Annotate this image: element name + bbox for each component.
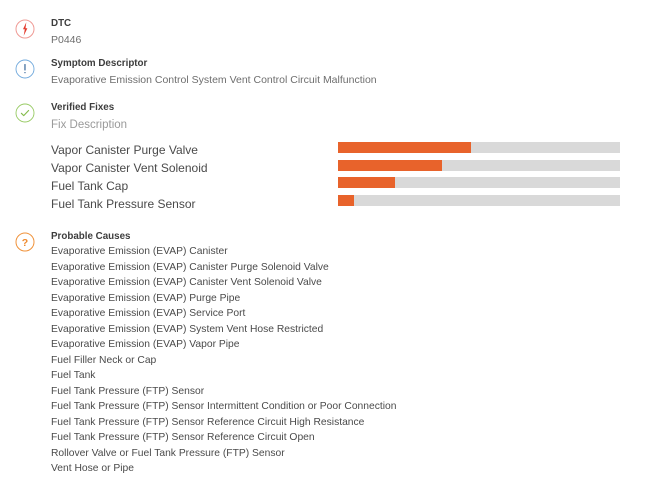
svg-text:?: ? (22, 237, 28, 249)
